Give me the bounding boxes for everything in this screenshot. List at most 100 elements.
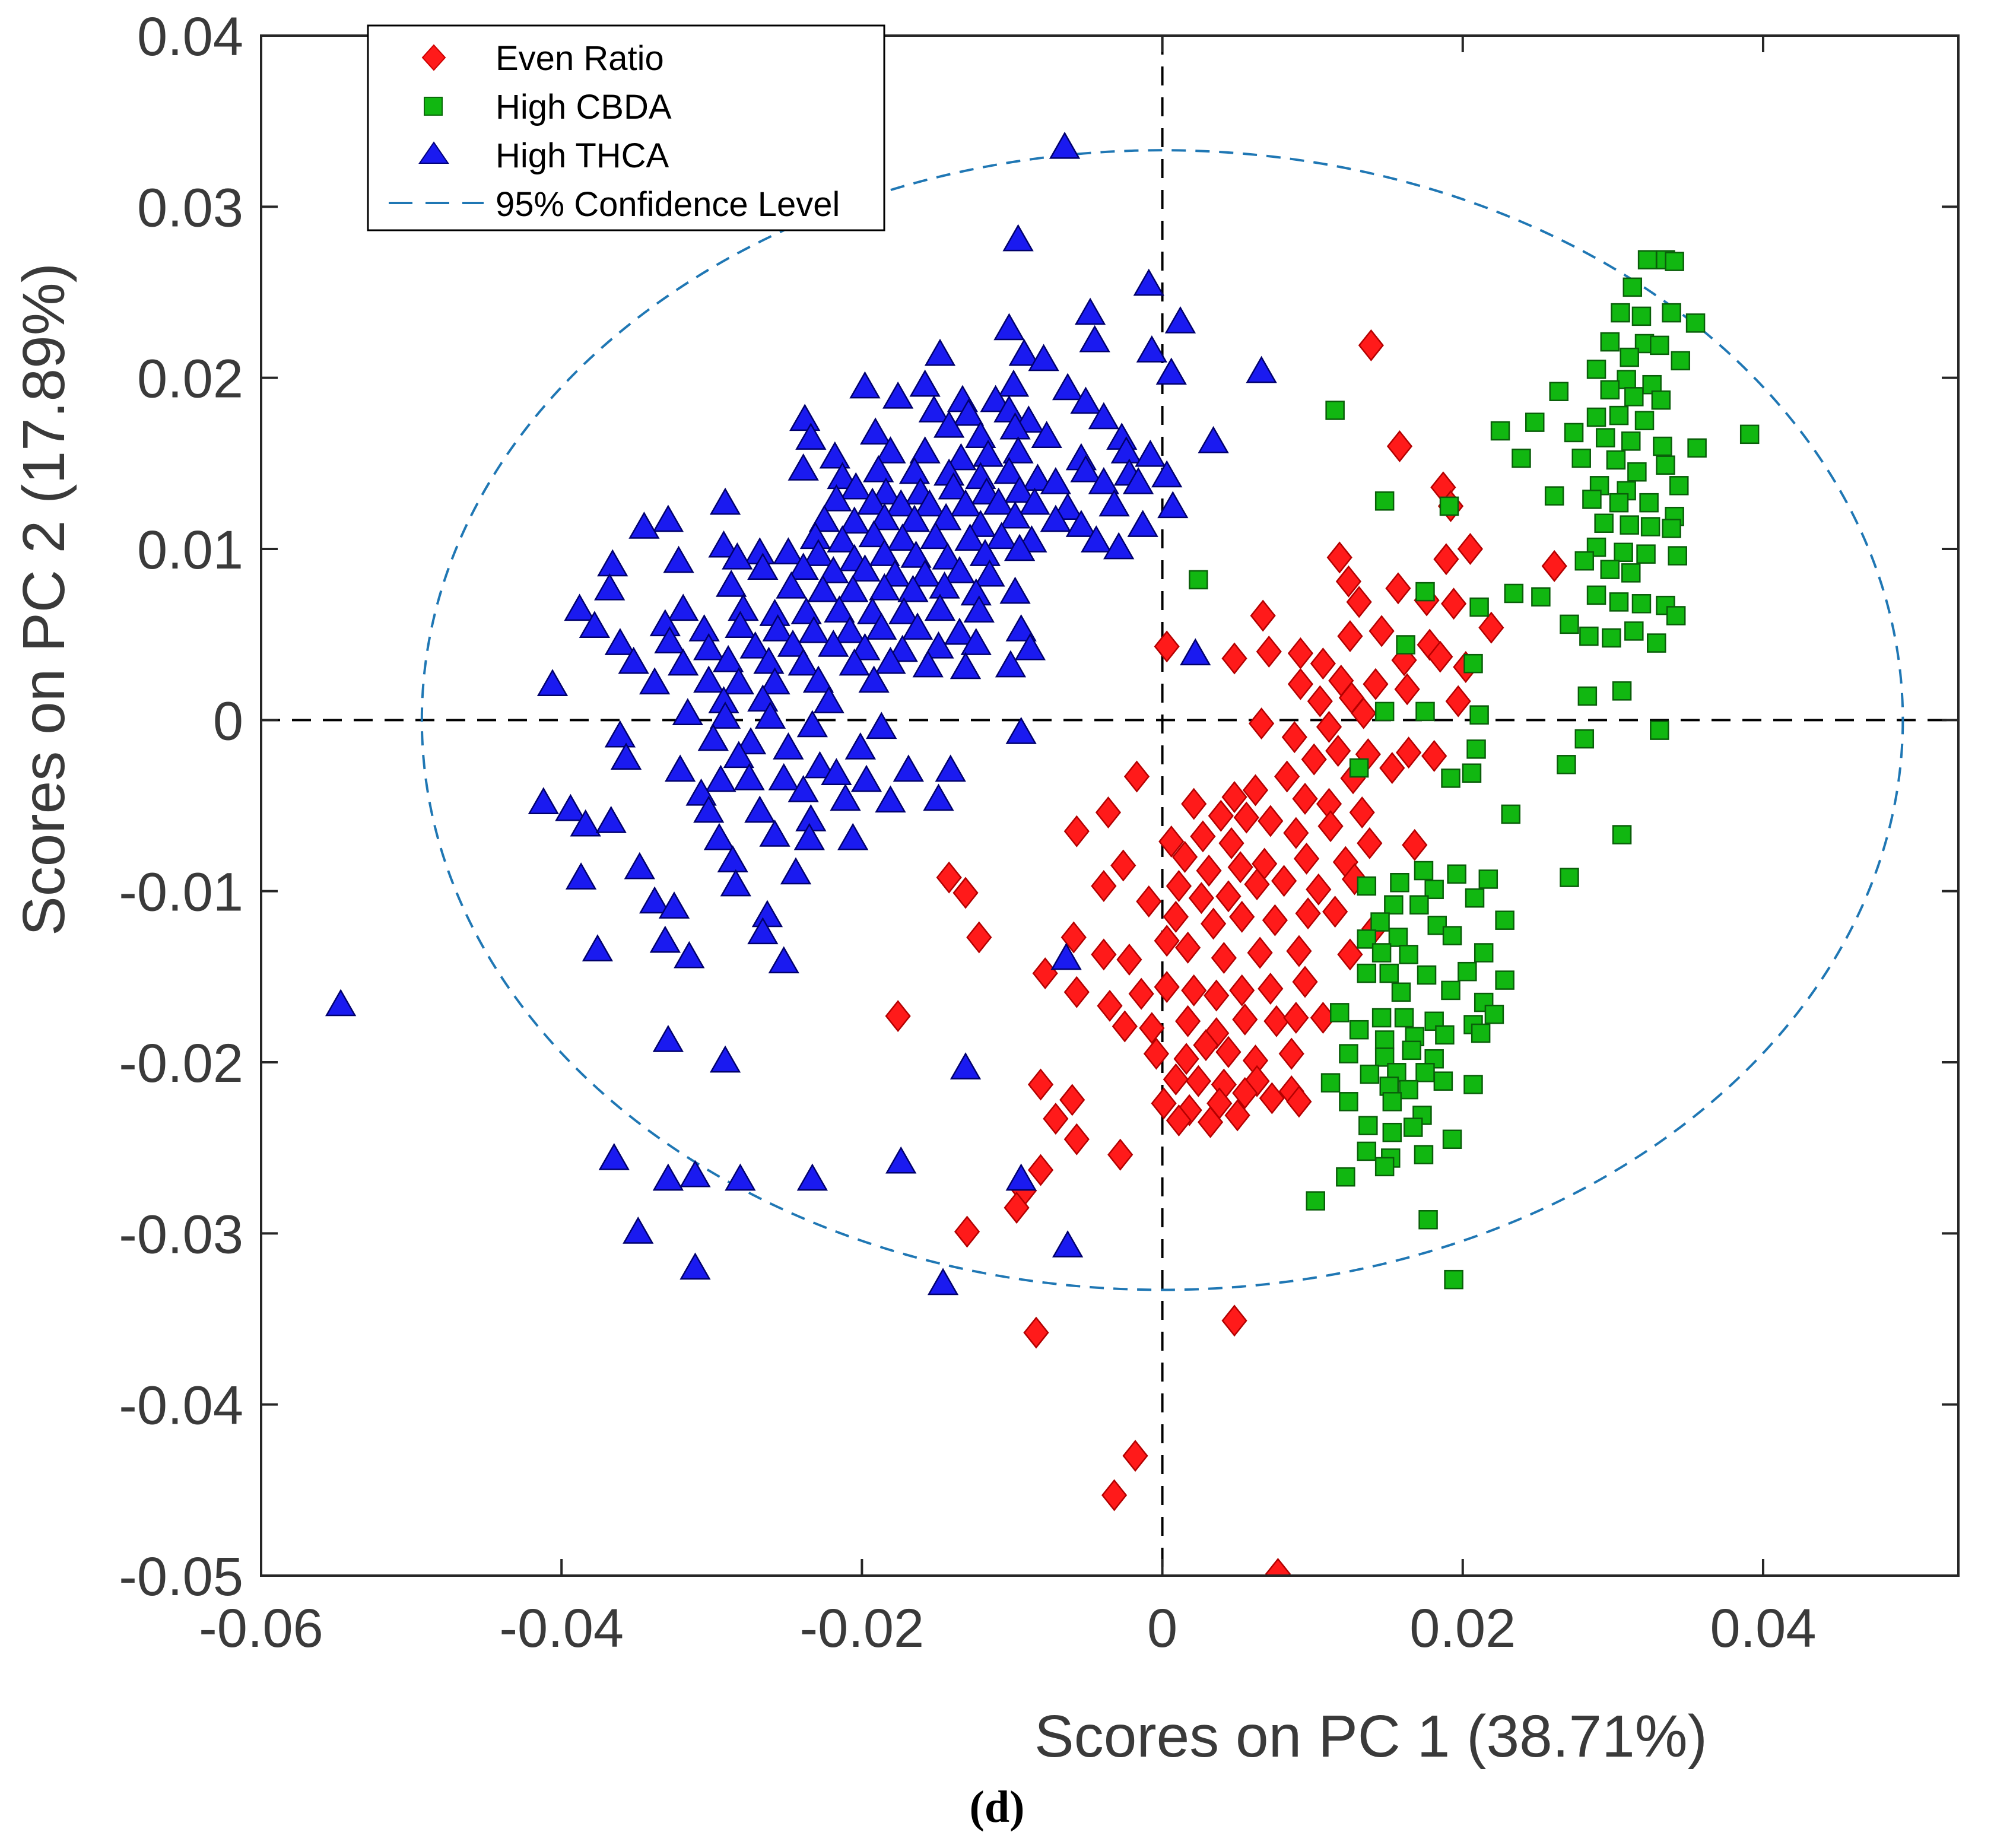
point-high-cbda-46 [1439, 496, 1459, 516]
point-high-thca-98 [773, 537, 804, 565]
point-high-thca-204 [788, 775, 819, 802]
point-high-cbda-30 [1653, 436, 1672, 456]
point-high-cbda-105 [1371, 943, 1392, 963]
point-high-thca-13 [998, 369, 1030, 397]
point-high-cbda-142 [1358, 1116, 1378, 1135]
point-even-ratio-95 [1211, 942, 1237, 974]
point-even-ratio-88 [952, 877, 979, 909]
point-even-ratio-72 [1188, 882, 1214, 915]
point-even-ratio-140 [1224, 1099, 1250, 1132]
point-even-ratio-17 [1337, 620, 1363, 653]
point-high-cbda-112 [1495, 970, 1514, 990]
point-high-cbda-125 [1435, 1025, 1455, 1045]
point-high-thca-174 [723, 667, 755, 695]
point-even-ratio-124 [1163, 1063, 1189, 1096]
point-high-thca-40 [1002, 436, 1034, 463]
point-high-cbda-83 [1557, 755, 1576, 774]
point-high-thca-155 [849, 633, 881, 661]
point-high-cbda-122 [1349, 1020, 1369, 1040]
point-high-cbda-32 [1512, 448, 1531, 468]
point-high-cbda-92 [1560, 868, 1579, 887]
point-even-ratio-138 [1166, 1104, 1192, 1137]
point-high-cbda-117 [1371, 1008, 1392, 1028]
point-high-thca-45 [827, 462, 858, 490]
point-high-cbda-110 [1417, 965, 1437, 985]
point-high-thca-231 [768, 946, 799, 974]
point-high-thca-140 [688, 614, 720, 642]
point-high-cbda-24 [1609, 405, 1629, 426]
point-high-thca-156 [887, 634, 918, 662]
point-even-ratio-142 [1107, 1138, 1133, 1171]
point-high-cbda-77 [1374, 701, 1395, 722]
point-high-thca-22 [918, 395, 950, 423]
tick-labels: -0.06 -0.04 -0.02 0 0.02 0.04 -0.05 -0.04 -0.03 -… [119, 7, 1816, 1659]
point-high-thca-80 [930, 503, 962, 531]
point-high-cbda-103 [1388, 928, 1408, 947]
point-high-thca-205 [830, 783, 861, 811]
point-high-thca-128 [564, 593, 595, 621]
point-high-thca-118 [594, 573, 625, 601]
point-even-ratio-71 [1166, 870, 1192, 903]
point-even-ratio-52 [1233, 801, 1259, 834]
point-high-thca-173 [693, 665, 725, 693]
confidence-ellipse [420, 149, 1904, 1291]
point-high-thca-171 [536, 669, 569, 697]
point-even-ratio-96 [1247, 936, 1273, 969]
point-high-cbda-78 [1415, 701, 1435, 722]
point-high-thca-242 [796, 1163, 828, 1191]
point-even-ratio-43 [1274, 760, 1300, 793]
point-even-ratio-76 [1306, 873, 1332, 906]
point-even-ratio-21 [1427, 640, 1453, 673]
point-high-thca-215 [703, 823, 735, 850]
y-tick-label-9: 0.04 [137, 7, 243, 67]
x-tick-label-2: -0.02 [800, 1598, 925, 1659]
point-even-ratio-111 [1139, 1012, 1165, 1044]
point-even-ratio-100 [1063, 976, 1090, 1008]
point-high-thca-77 [839, 506, 870, 534]
point-high-thca-206 [875, 785, 906, 813]
point-high-thca-92 [954, 523, 986, 551]
figure-caption: (d) [970, 1782, 1025, 1832]
point-high-cbda-123 [1374, 1030, 1395, 1050]
point-high-thca-62 [1088, 467, 1120, 494]
legend-label-high-cbda: High CBDA [496, 88, 672, 126]
point-high-thca-109 [722, 542, 753, 570]
point-high-cbda-41 [1582, 490, 1602, 509]
point-high-thca-157 [923, 631, 954, 659]
confidence-ellipse-layer [420, 149, 1904, 1291]
point-high-cbda-152 [1418, 1210, 1438, 1230]
point-even-ratio-97 [1286, 935, 1312, 967]
point-high-cbda-68 [1579, 626, 1599, 646]
point-high-thca-221 [780, 857, 812, 885]
point-high-thca-192 [723, 741, 755, 769]
point-high-thca-223 [720, 869, 751, 897]
point-high-thca-154 [818, 629, 849, 657]
y-tick-label-1: -0.04 [119, 1376, 243, 1436]
point-high-thca-63 [1122, 467, 1154, 494]
point-even-ratio-139 [1197, 1106, 1224, 1138]
point-high-thca-110 [747, 553, 779, 580]
point-high-thca-84 [1065, 510, 1097, 537]
point-even-ratio-4 [1541, 550, 1567, 582]
point-high-thca-34 [1198, 426, 1229, 453]
point-high-thca-135 [888, 597, 920, 624]
point-high-cbda-23 [1586, 407, 1606, 427]
point-even-ratio-67 [1293, 842, 1320, 875]
point-high-thca-89 [858, 520, 890, 548]
point-high-thca-88 [827, 525, 858, 553]
point-high-cbda-139 [1339, 1092, 1358, 1112]
point-high-cbda-145 [1357, 1141, 1377, 1161]
point-high-cbda-94 [1390, 873, 1409, 893]
point-high-cbda-63 [1609, 592, 1629, 612]
point-high-thca-26 [1088, 402, 1120, 430]
point-high-thca-91 [920, 522, 951, 550]
point-high-thca-142 [762, 614, 793, 642]
point-even-ratio-20 [1221, 642, 1247, 675]
point-even-ratio-129 [1027, 1068, 1054, 1101]
point-high-cbda-149 [1374, 1157, 1395, 1177]
point-high-cbda-20 [1739, 424, 1760, 444]
point-high-thca-111 [788, 553, 819, 580]
point-high-cbda-5 [1631, 306, 1652, 326]
point-even-ratio-42 [1379, 752, 1405, 785]
point-even-ratio-74 [1244, 868, 1270, 901]
